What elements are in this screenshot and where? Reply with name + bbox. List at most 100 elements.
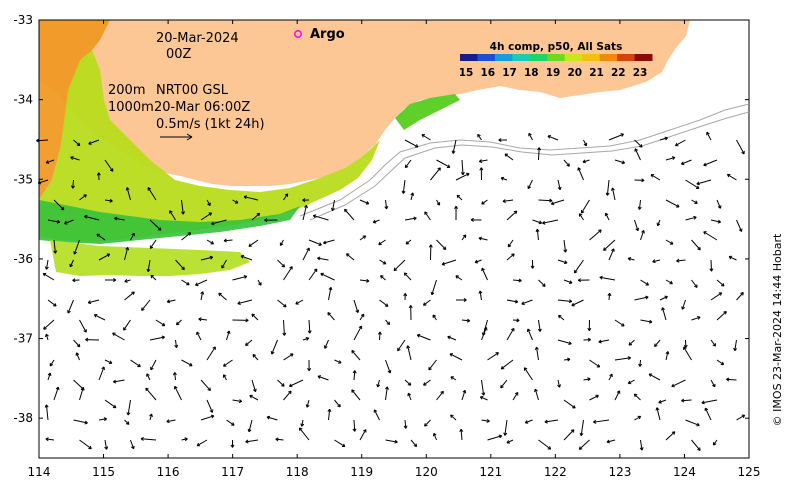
current-arrowhead-icon: [627, 380, 632, 385]
current-arrowhead-icon: [207, 202, 211, 206]
current-arrowhead-icon: [222, 363, 227, 367]
current-arrow-icon: [477, 134, 482, 141]
argo-marker-icon: [294, 30, 302, 38]
y-tick-label: -37: [13, 332, 33, 346]
current-arrowhead-icon: [175, 321, 180, 326]
product-label: NRT00 GSL: [156, 83, 229, 98]
current-arrowhead-icon: [264, 218, 268, 223]
current-arrow-icon: [331, 199, 335, 211]
current-arrow-icon: [665, 156, 676, 161]
current-arrowhead-icon: [53, 303, 57, 307]
current-arrowhead-icon: [305, 404, 310, 408]
current-arrowhead-icon: [639, 447, 644, 451]
current-arrowhead-icon: [240, 254, 245, 259]
current-arrow-icon: [436, 199, 441, 206]
current-arrowhead-icon: [243, 195, 248, 200]
current-arrow-icon: [710, 219, 721, 223]
current-arrowhead-icon: [697, 447, 701, 451]
current-arrowhead-icon: [637, 206, 642, 210]
current-arrow-icon: [563, 279, 573, 284]
current-arrow-icon: [423, 379, 431, 386]
current-arrow-icon: [404, 419, 407, 429]
current-arrowhead-icon: [230, 444, 235, 448]
current-arrowhead-icon: [270, 351, 275, 355]
current-arrow-icon: [45, 438, 55, 441]
current-arrowhead-icon: [571, 302, 575, 307]
current-arrow-icon: [313, 215, 329, 221]
colorbar-tick-label: 20: [567, 67, 582, 79]
current-arrowhead-icon: [189, 362, 193, 367]
colorbar-swatch: [477, 54, 496, 61]
colorbar-swatch: [547, 54, 566, 61]
current-arrow-icon: [280, 239, 284, 246]
current-arrowhead-icon: [620, 133, 624, 137]
current-arrowhead-icon: [537, 147, 542, 151]
current-arrow-icon: [226, 330, 230, 341]
current-arrowhead-icon: [130, 445, 135, 450]
current-arrow-icon: [461, 234, 467, 241]
current-arrowhead-icon: [283, 303, 287, 308]
current-arrowhead-icon: [633, 393, 638, 398]
current-arrowhead-icon: [114, 216, 118, 221]
current-arrowhead-icon: [60, 206, 65, 211]
current-arrow-icon: [320, 273, 335, 281]
current-arrow-icon: [124, 279, 131, 283]
current-arrow-icon: [69, 259, 74, 268]
current-arrow-icon: [47, 372, 51, 381]
current-arrow-icon: [506, 328, 515, 341]
current-arrowhead-icon: [394, 439, 398, 444]
current-arrow-icon: [200, 291, 204, 301]
current-arrowhead-icon: [302, 198, 306, 203]
current-arrowhead-icon: [712, 343, 717, 347]
current-arrowhead-icon: [384, 303, 389, 307]
current-arrowhead-icon: [53, 250, 58, 254]
current-arrow-icon: [404, 159, 412, 168]
current-arrow-icon: [53, 386, 59, 401]
current-arrow-icon: [583, 139, 587, 147]
current-arrowhead-icon: [610, 187, 615, 191]
current-arrowhead-icon: [726, 173, 731, 178]
current-arrow-icon: [479, 159, 488, 163]
current-arrowhead-icon: [628, 342, 633, 346]
current-arrow-icon: [124, 419, 130, 425]
current-arrow-icon: [691, 199, 698, 204]
current-arrow-icon: [84, 215, 100, 221]
current-arrowhead-icon: [212, 346, 216, 350]
current-arrowhead-icon: [557, 384, 561, 388]
current-arrow-icon: [659, 137, 668, 141]
current-arrowhead-icon: [377, 331, 382, 335]
current-arrowhead-icon: [45, 333, 49, 338]
current-arrowhead-icon: [366, 278, 370, 283]
current-arrowhead-icon: [351, 389, 355, 393]
colorbar-tick-label: 21: [589, 67, 604, 79]
current-arrow-icon: [726, 378, 737, 381]
current-arrowhead-icon: [639, 144, 643, 148]
current-arrowhead-icon: [675, 142, 679, 147]
current-arrow-icon: [424, 211, 431, 221]
current-arrow-icon: [251, 313, 259, 321]
current-arrowhead-icon: [380, 275, 384, 279]
current-arrowhead-icon: [634, 148, 639, 152]
current-arrow-icon: [73, 419, 88, 424]
sst-green-east: [395, 94, 460, 130]
current-arrow-icon: [200, 212, 212, 221]
current-arrow-icon: [696, 179, 712, 185]
current-arrowhead-icon: [323, 345, 328, 349]
current-arrowhead-icon: [421, 134, 425, 138]
current-arrowhead-icon: [671, 156, 676, 160]
current-arrow-icon: [659, 296, 668, 301]
current-arrowhead-icon: [141, 307, 145, 311]
current-arrowhead-icon: [609, 373, 613, 378]
current-arrowhead-icon: [544, 419, 548, 424]
current-arrow-icon: [703, 159, 718, 166]
current-arrowhead-icon: [45, 437, 49, 442]
current-arrow-icon: [727, 173, 737, 181]
current-arrow-icon: [563, 358, 571, 361]
current-arrowhead-icon: [605, 192, 610, 196]
current-arrowhead-icon: [109, 198, 113, 203]
current-arrow-icon: [589, 359, 600, 368]
current-arrow-icon: [603, 239, 616, 251]
current-arrowhead-icon: [627, 356, 631, 361]
current-arrow-icon: [223, 374, 227, 381]
current-arrow-icon: [563, 429, 575, 441]
